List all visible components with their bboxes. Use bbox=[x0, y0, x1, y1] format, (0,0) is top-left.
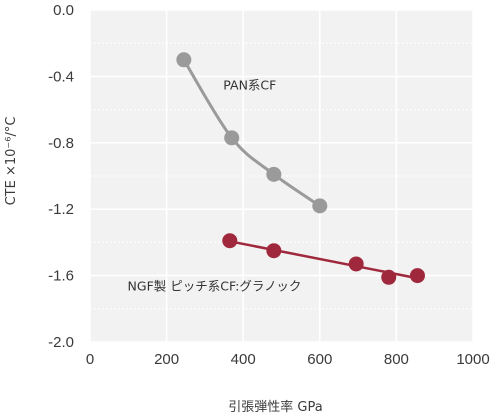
x-tick-label: 200 bbox=[154, 351, 179, 368]
data-point-series-0 bbox=[312, 198, 328, 214]
y-tick-label: 0.0 bbox=[53, 2, 74, 19]
y-tick-labels: 0.0 -0.4 -0.8 -1.2 -1.6 -2.0 bbox=[48, 2, 74, 351]
x-axis-label: 引張弾性率 GPa bbox=[228, 399, 322, 415]
series-label-pan: PAN系CF bbox=[223, 78, 276, 93]
x-tick-labels: 0 200 400 600 800 1000 bbox=[86, 351, 490, 368]
y-tick-label: -1.6 bbox=[48, 268, 74, 285]
data-point-series-0 bbox=[176, 52, 192, 68]
series-line-0 bbox=[182, 58, 322, 208]
data-point-series-1 bbox=[266, 243, 282, 259]
x-tick-label: 800 bbox=[384, 351, 409, 368]
plot-area bbox=[90, 10, 473, 342]
series-label-pitch: NGF製 ピッチ系CF:グラノック bbox=[128, 279, 302, 294]
series-points bbox=[176, 52, 425, 285]
y-tick-label: -2.0 bbox=[48, 334, 74, 351]
x-tick-label: 600 bbox=[307, 351, 332, 368]
data-point-series-1 bbox=[222, 233, 238, 249]
data-point-series-0 bbox=[224, 130, 240, 146]
data-point-series-1 bbox=[381, 269, 397, 285]
x-tick-label: 1000 bbox=[456, 351, 489, 368]
y-tick-label: -0.4 bbox=[48, 68, 74, 85]
data-point-series-0 bbox=[266, 166, 282, 182]
grid bbox=[89, 9, 474, 343]
data-point-series-1 bbox=[348, 256, 364, 272]
y-tick-label: -1.2 bbox=[48, 201, 74, 218]
x-tick-label: 0 bbox=[86, 351, 94, 368]
x-tick-label: 400 bbox=[231, 351, 256, 368]
y-tick-label: -0.8 bbox=[48, 135, 74, 152]
data-point-series-1 bbox=[409, 268, 425, 284]
y-axis-label: CTE ×10⁻⁶/°C bbox=[4, 117, 19, 206]
